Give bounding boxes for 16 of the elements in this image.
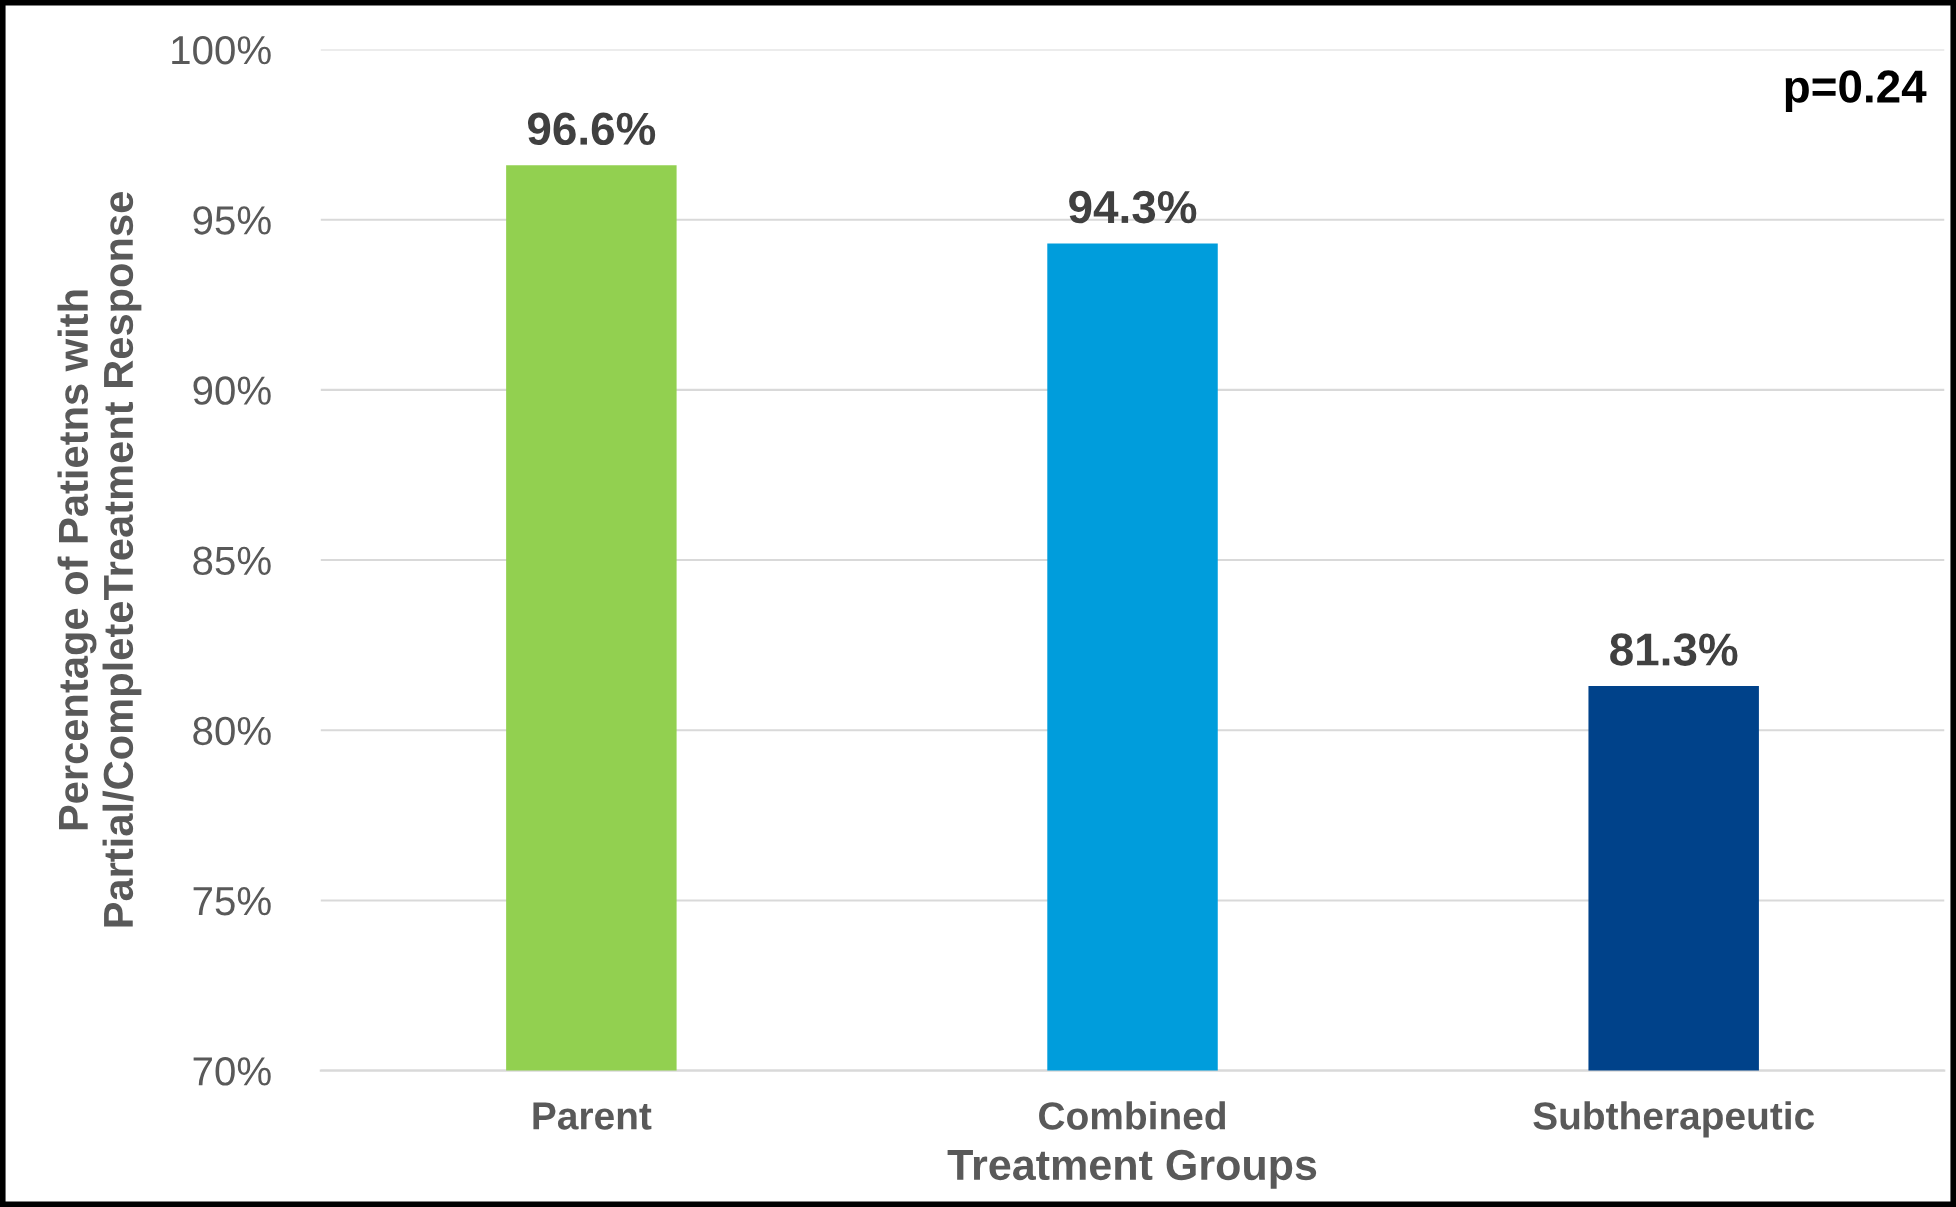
x-tick-label: Subtherapeutic: [1533, 1101, 1815, 1138]
y-tick-label: 70%: [193, 1057, 271, 1086]
y-tick-label: 85%: [193, 546, 271, 576]
data-label: 96.6%: [527, 112, 656, 146]
data-label: 94.3%: [1069, 190, 1197, 224]
x-tick-label: Parent: [533, 1102, 652, 1130]
x-axis-title: Treatment Groups: [947, 1149, 1317, 1189]
y-axis-title: Percentage of Patietns with Partial/CompleteTreatment Response: [57, 192, 142, 927]
annotation: p=0.24: [1785, 70, 1927, 112]
x-tick-label: Combined: [1039, 1101, 1226, 1130]
y-tick-label: 80%: [193, 716, 271, 746]
y-tick-label: 100%: [172, 35, 271, 65]
y-tick-label: 90%: [193, 376, 271, 405]
y-tick-label: 75%: [193, 887, 271, 916]
y-tick-label: 95%: [193, 206, 271, 235]
data-label: 81.3%: [1610, 633, 1738, 666]
